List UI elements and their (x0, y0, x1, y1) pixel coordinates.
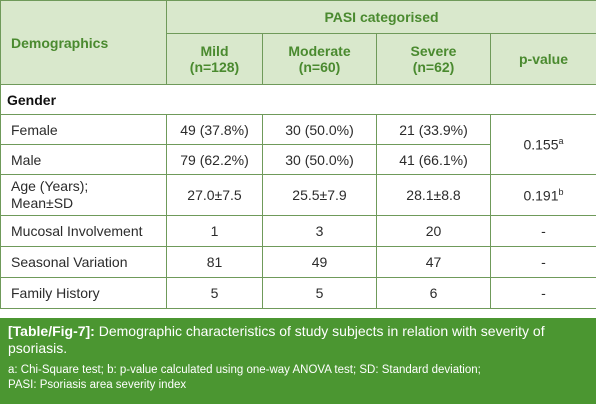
section-row: Gender (0, 84, 596, 115)
cell-mild: 27.0±7.5 (166, 174, 263, 216)
row-label-line2: Mean±SD (11, 195, 74, 211)
cell-severe: 20 (376, 215, 491, 247)
caption-note-2: PASI: Psoriasis area severity index (8, 379, 187, 391)
table-row: Age (Years); Mean±SD 27.0±7.5 25.5±7.9 2… (0, 174, 596, 216)
cell-pvalue: 0.191b (490, 174, 596, 216)
header-moderate-n: (n=60) (298, 59, 341, 75)
demographics-table: Demographics PASI categorised Mild (n=12… (0, 0, 596, 309)
header-mild: Mild (n=128) (166, 33, 263, 85)
header-moderate: Moderate (n=60) (262, 33, 377, 85)
pvalue-sup: a (558, 136, 564, 147)
header-demographics: Demographics (0, 0, 167, 85)
table-caption: [Table/Fig-7]: Demographic characteristi… (0, 318, 596, 404)
cell-moderate: 30 (50.0%) (262, 114, 377, 145)
cell-moderate: 25.5±7.9 (262, 174, 377, 216)
table-row: Mucosal Involvement 1 3 20 - (0, 215, 596, 247)
caption-main: [Table/Fig-7]: Demographic characteristi… (8, 323, 588, 357)
header-severe: Severe (n=62) (376, 33, 491, 85)
cell-moderate: 3 (262, 215, 377, 247)
row-label-line1: Age (Years); (11, 178, 89, 194)
row-label: Seasonal Variation (0, 246, 167, 278)
table-row: Male 79 (62.2%) 30 (50.0%) 41 (66.1%) (0, 144, 596, 175)
header-mild-name: Mild (200, 43, 229, 59)
cell-mild: 1 (166, 215, 263, 247)
cell-severe: 47 (376, 246, 491, 278)
table-row: Family History 5 5 6 - (0, 277, 596, 309)
header-row-2: Mild (n=128) Moderate (n=60) Severe (n=6… (1, 33, 596, 85)
cell-pvalue: - (490, 215, 596, 247)
caption-notes: a: Chi-Square test; b: p-value calculate… (8, 363, 588, 393)
cell-pvalue: - (490, 277, 596, 309)
header-severe-n: (n=62) (412, 59, 455, 75)
cell-mild: 81 (166, 246, 263, 278)
cell-moderate: 49 (262, 246, 377, 278)
cell-mild: 5 (166, 277, 263, 309)
caption-tag: [Table/Fig-7]: (8, 323, 95, 339)
cell-severe: 21 (33.9%) (376, 114, 491, 145)
cell-pvalue: - (490, 246, 596, 278)
cell-mild: 79 (62.2%) (166, 144, 263, 175)
cell-moderate: 30 (50.0%) (262, 144, 377, 175)
row-label: Male (0, 144, 167, 175)
header-mild-n: (n=128) (189, 59, 240, 75)
pvalue-text: 0.191 (523, 187, 559, 204)
cell-severe: 6 (376, 277, 491, 309)
cell-pvalue-gender: 0.155a (490, 114, 596, 175)
table-row: Female 49 (37.8%) 30 (50.0%) 21 (33.9%) … (0, 114, 596, 175)
caption-note-1: a: Chi-Square test; b: p-value calculate… (8, 364, 481, 376)
header-moderate-name: Moderate (288, 43, 351, 59)
cell-severe: 28.1±8.8 (376, 174, 491, 216)
table-row: Seasonal Variation 81 49 47 - (0, 246, 596, 278)
pvalue-sup: b (558, 186, 564, 197)
cell-severe: 41 (66.1%) (376, 144, 491, 175)
header-severe-name: Severe (410, 43, 457, 59)
header-row-1: Demographics PASI categorised (0, 0, 596, 85)
row-label: Age (Years); Mean±SD (0, 174, 167, 216)
row-label: Family History (0, 277, 167, 309)
row-label: Mucosal Involvement (0, 215, 167, 247)
cell-mild: 49 (37.8%) (166, 114, 263, 145)
cell-moderate: 5 (262, 277, 377, 309)
row-label: Female (0, 114, 167, 145)
caption-text: Demographic characteristics of study sub… (8, 323, 545, 356)
pvalue-text: 0.155 (523, 136, 559, 153)
section-gender: Gender (0, 84, 596, 115)
header-pasi-categorised: PASI categorised (166, 0, 596, 34)
header-pvalue: p-value (490, 33, 596, 85)
